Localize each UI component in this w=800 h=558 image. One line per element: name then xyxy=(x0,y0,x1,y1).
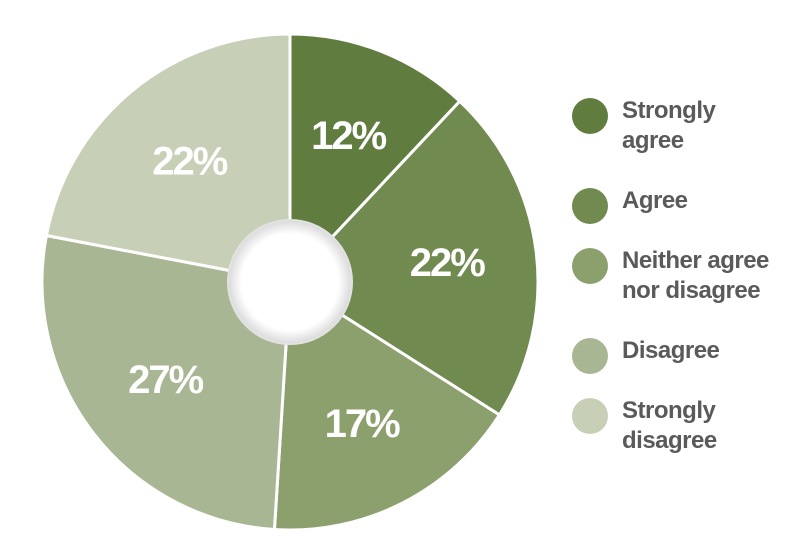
legend-swatch xyxy=(572,338,608,374)
donut-hole xyxy=(227,219,353,345)
legend-label-line: nor disagree xyxy=(622,277,761,304)
legend-item-strongly-disagree: Strongly disagree xyxy=(572,396,794,456)
legend-label-line: Disagree xyxy=(622,337,720,364)
legend-label-line: Neither agree xyxy=(622,247,769,274)
pie-slices xyxy=(40,32,540,532)
legend-item-disagree: Disagree xyxy=(572,336,794,374)
legend-item-strongly-agree: Strongly agree xyxy=(572,96,794,156)
slice-value-label: 27% xyxy=(128,358,203,402)
legend-label-line: Strongly xyxy=(622,97,716,124)
legend-item-agree: Agree xyxy=(572,186,794,224)
pie-slice xyxy=(287,99,540,417)
chart-legend: Strongly agree Agree Neither agree nor d… xyxy=(572,96,794,486)
slice-value-label: 12% xyxy=(311,114,386,158)
pie-slice xyxy=(44,32,292,284)
legend-swatch xyxy=(572,98,608,134)
legend-item-neither: Neither agree nor disagree xyxy=(572,246,794,306)
legend-label-line: disagree xyxy=(622,427,717,454)
slice-value-label: 17% xyxy=(325,402,400,446)
pie-slice xyxy=(40,233,292,532)
pie-slice xyxy=(288,32,462,286)
legend-label-line: agree xyxy=(622,127,684,154)
legend-label-line: Strongly xyxy=(622,397,716,424)
slice-value-label: 22% xyxy=(410,241,485,285)
slice-value-label: 22% xyxy=(152,139,227,183)
slice-labels: 12% 22% 17% 27% 22% xyxy=(128,114,487,446)
legend-swatch xyxy=(572,398,608,434)
legend-label-line: Agree xyxy=(622,187,688,214)
legend-swatch xyxy=(572,188,608,224)
legend-swatch xyxy=(572,248,608,284)
pie-slice xyxy=(272,279,502,532)
